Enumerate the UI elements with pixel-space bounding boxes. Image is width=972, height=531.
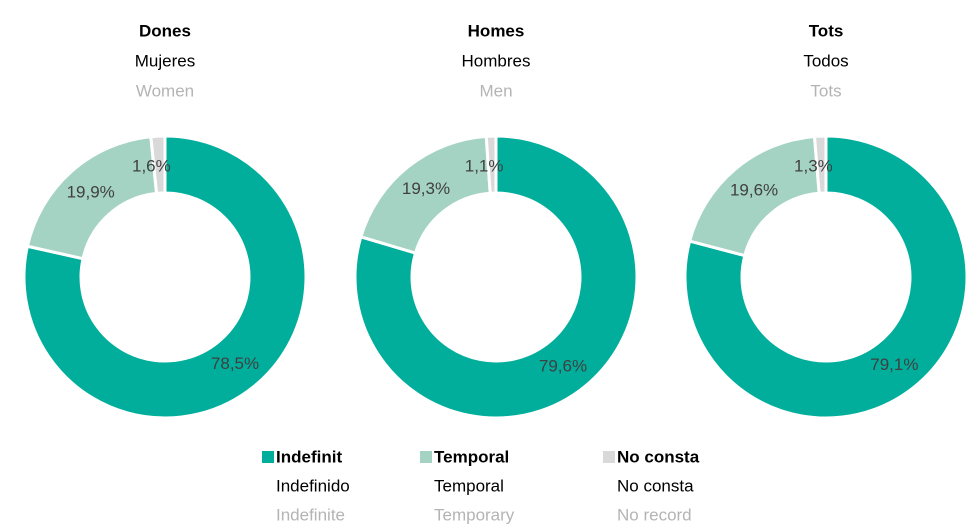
donut-slice [22,134,308,420]
data-label: 79,6% [539,356,587,375]
chart-title: Tots [809,21,844,40]
legend-label: Indefinit [276,447,342,466]
donut-slice [812,134,828,195]
chart-title: Dones [139,21,191,40]
chart-title: Mujeres [135,51,195,70]
legend-label: Temporal [434,476,504,495]
legend-swatch [420,451,432,463]
donut-slice [149,134,167,196]
data-label: 1,6% [132,157,171,176]
chart-title: Homes [468,21,525,40]
legend-label: Temporary [434,505,515,524]
legend-label: Temporal [434,447,509,466]
chart-title: Hombres [462,51,531,70]
legend-label: No record [617,505,692,524]
legend-label: Indefinido [276,476,350,495]
data-label: 19,9% [67,183,115,202]
donut-slice [484,134,498,195]
chart-title: Tots [810,81,841,100]
data-label: 19,6% [730,181,778,200]
data-label: 1,1% [465,157,504,176]
legend-swatch [262,451,274,463]
donut-slice [353,134,639,420]
data-label: 78,5% [211,354,259,373]
data-label: 1,3% [794,157,833,176]
legend-swatch [603,451,615,463]
legend-label: No consta [617,447,700,466]
legend-label: Indefinite [276,505,345,524]
data-label: 19,3% [402,179,450,198]
legend-label: No consta [617,476,694,495]
data-label: 79,1% [870,355,918,374]
chart-title: Women [136,81,194,100]
chart-title: Men [479,81,512,100]
donut-slice [683,134,969,420]
chart-title: Todos [803,51,848,70]
